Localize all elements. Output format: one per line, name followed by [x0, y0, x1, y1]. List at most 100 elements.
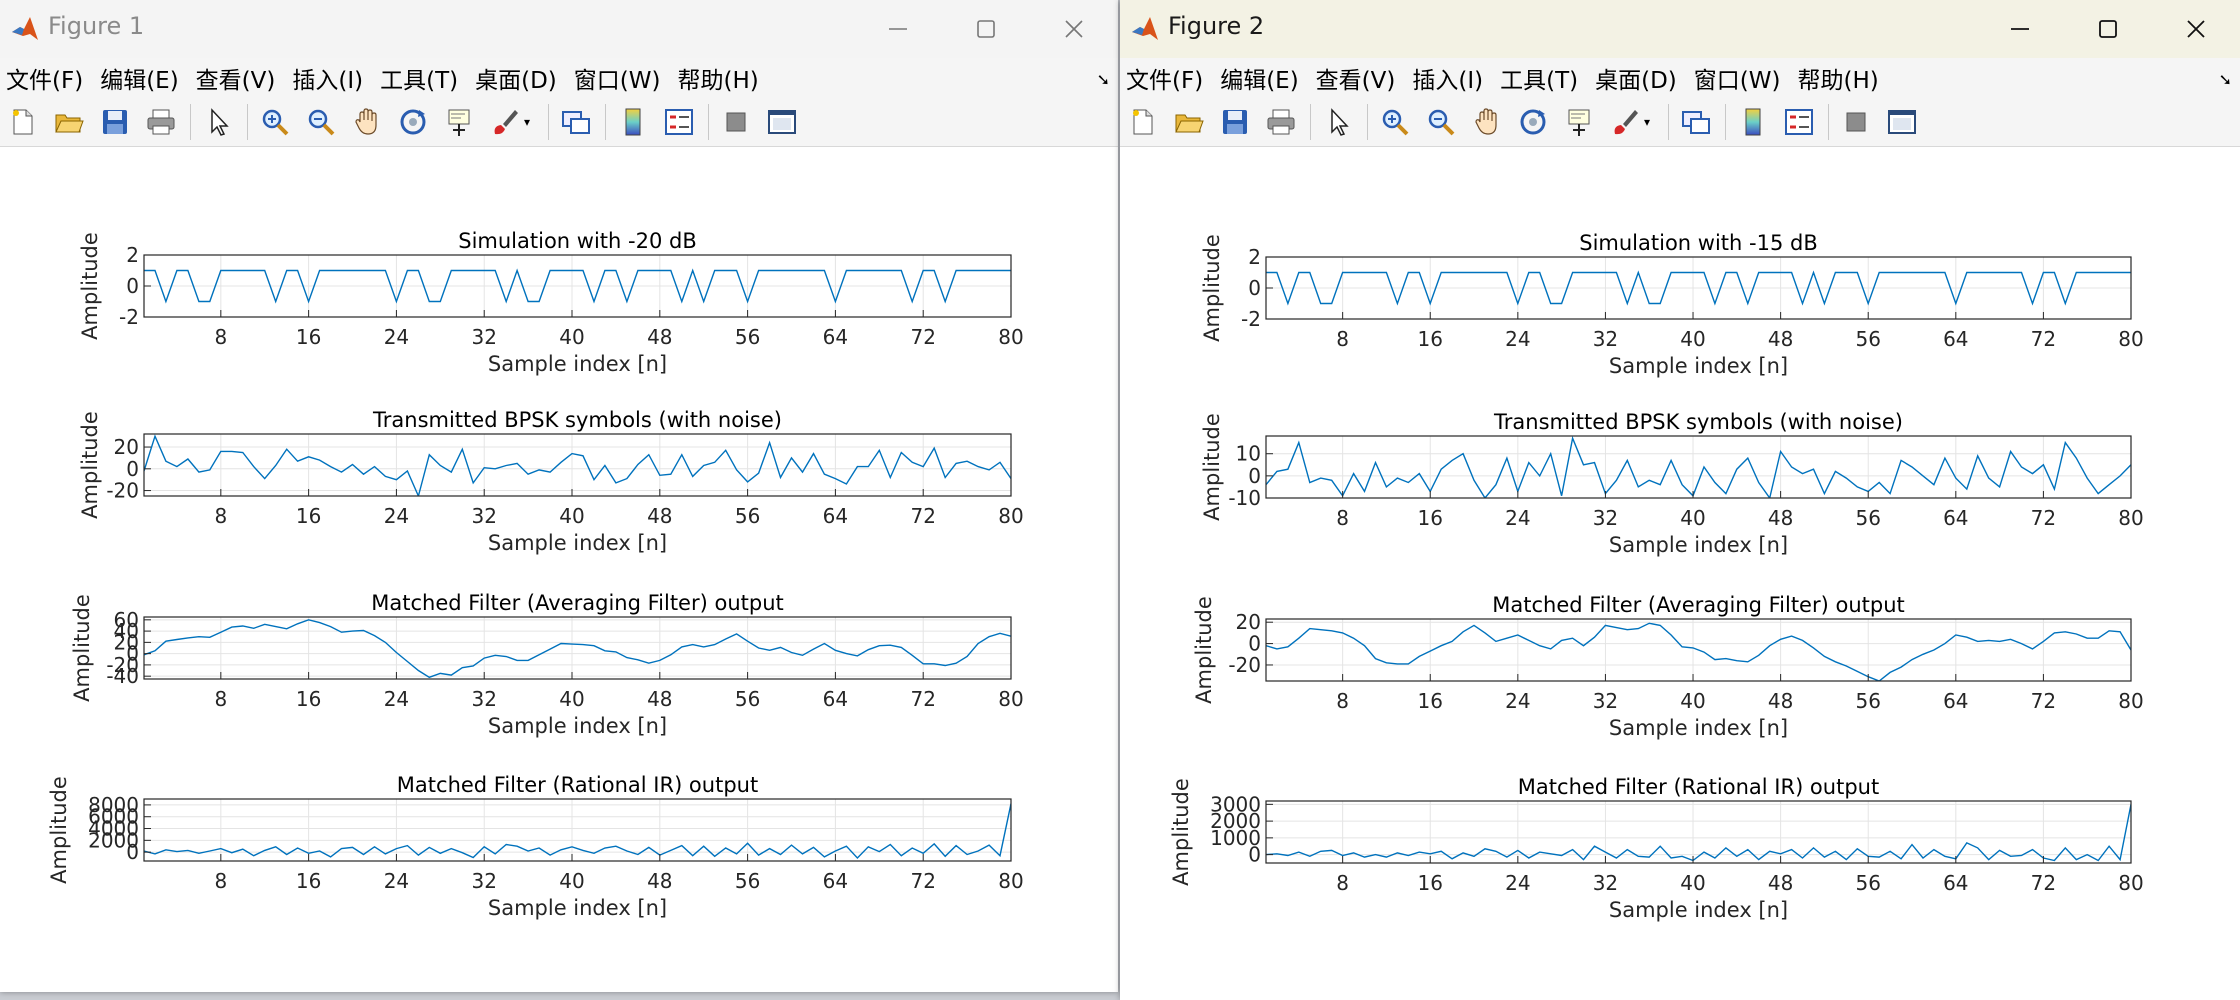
maximize-button[interactable]: [942, 0, 1030, 58]
x-tick-label: 16: [296, 687, 321, 711]
data-cursor-button[interactable]: [1560, 102, 1598, 142]
link-plot-button[interactable]: [1677, 102, 1715, 142]
rotate-3d-button[interactable]: [394, 102, 432, 142]
title-bar[interactable]: Figure 1: [0, 0, 1118, 58]
y-axis-label: Amplitude: [47, 776, 71, 884]
menu-item[interactable]: 窗口(W): [1693, 68, 1781, 94]
menu-item[interactable]: 查看(V): [195, 68, 276, 94]
x-tick-label: 80: [2118, 506, 2143, 530]
title-bar[interactable]: Figure 2: [1120, 0, 2240, 58]
x-tick-label: 80: [2118, 689, 2143, 713]
x-tick-label: 16: [1418, 327, 1443, 351]
y-tick-label: -20: [106, 653, 139, 677]
hide-plot-tools-icon: [1846, 112, 1866, 132]
axes-box: [143, 433, 1012, 497]
menu-item[interactable]: 编辑(E): [1220, 68, 1299, 94]
edit-plot-arrow-button[interactable]: [199, 102, 237, 142]
zoom-in-button[interactable]: [1376, 102, 1414, 142]
hide-plot-tools-button[interactable]: [717, 102, 755, 142]
new-figure-button[interactable]: [1124, 102, 1162, 142]
edit-plot-arrow-button[interactable]: [1319, 102, 1357, 142]
series-line: [144, 803, 1011, 860]
x-tick-label: 8: [1336, 327, 1349, 351]
open-file-button[interactable]: [50, 102, 88, 142]
data-cursor-button[interactable]: [440, 102, 478, 142]
zoom-out-button[interactable]: [302, 102, 340, 142]
close-button[interactable]: [1030, 0, 1118, 58]
axes-box: [1265, 435, 2132, 499]
show-plot-tools-button[interactable]: [1883, 102, 1921, 142]
y-axis-label: Amplitude: [78, 411, 102, 519]
x-tick-label: 80: [998, 325, 1023, 349]
menu-item[interactable]: 桌面(D): [475, 68, 557, 94]
x-tick-label: 16: [1418, 506, 1443, 530]
zoom-out-button[interactable]: [1422, 102, 1460, 142]
colorbar-button[interactable]: [1734, 102, 1772, 142]
menu-item[interactable]: 查看(V): [1315, 68, 1396, 94]
print-button[interactable]: [1262, 102, 1300, 142]
x-tick-label: 32: [1593, 506, 1618, 530]
menu-item[interactable]: 编辑(E): [100, 68, 179, 94]
zoom-in-button[interactable]: [256, 102, 294, 142]
brush-dropdown-arrow[interactable]: ▾: [524, 115, 531, 129]
colorbar-button[interactable]: [614, 102, 652, 142]
subplot-1[interactable]: 8 16 24 32 40 48 56 64 72 80 -2 0 2 Simulation with -…: [1200, 231, 2144, 378]
axes-box: [1265, 800, 2132, 864]
legend-button[interactable]: [1780, 102, 1818, 142]
x-tick-label: 64: [1943, 327, 1968, 351]
toolbar-dock-arrow-icon[interactable]: ➘: [2218, 70, 2232, 89]
x-axis-label: Sample index [n]: [488, 896, 667, 920]
menu-item[interactable]: 桌面(D): [1595, 68, 1677, 94]
x-tick-label: 24: [384, 325, 409, 349]
menu-item[interactable]: 帮助(H): [1797, 68, 1879, 94]
close-button[interactable]: [2152, 0, 2240, 58]
x-tick-label: 72: [2031, 689, 2056, 713]
subplot-3[interactable]: 8 16 24 32 40 48 56 64 72 80-40-200204060Matched …: [70, 591, 1024, 738]
menu-item[interactable]: 文件(F): [1126, 68, 1204, 94]
brush-button[interactable]: [486, 102, 524, 142]
minimize-button[interactable]: [854, 0, 942, 58]
x-tick-label: 72: [2031, 506, 2056, 530]
open-file-button[interactable]: [1170, 102, 1208, 142]
menu-item[interactable]: 工具(T): [380, 68, 459, 94]
menu-item[interactable]: 窗口(W): [573, 68, 661, 94]
menu-item[interactable]: 文件(F): [6, 68, 84, 94]
pan-hand-button[interactable]: [348, 102, 386, 142]
x-tick-label: 24: [384, 504, 409, 528]
save-button[interactable]: [1216, 102, 1254, 142]
hide-plot-tools-button[interactable]: [1837, 102, 1875, 142]
toolbar-separator: [1367, 104, 1368, 140]
y-tick-label: -40: [106, 664, 139, 688]
brush-dropdown-arrow[interactable]: ▾: [1644, 115, 1651, 129]
y-tick-label: -2: [119, 305, 139, 329]
zoom-in-icon: [1382, 109, 1409, 136]
brush-button[interactable]: [1606, 102, 1644, 142]
save-button[interactable]: [96, 102, 134, 142]
link-plot-button[interactable]: [557, 102, 595, 142]
minimize-button[interactable]: [1976, 0, 2064, 58]
maximize-button[interactable]: [2064, 0, 2152, 58]
series-line: [1266, 804, 2131, 862]
menu-item[interactable]: 工具(T): [1500, 68, 1579, 94]
pan-hand-button[interactable]: [1468, 102, 1506, 142]
subplot-title: Transmitted BPSK symbols (with noise): [372, 408, 782, 432]
subplot-1[interactable]: 8 16 24 32 40 48 56 64 72 80 -2 0 2 Simulation with -…: [78, 229, 1024, 376]
menu-item[interactable]: 插入(I): [292, 68, 364, 94]
show-plot-tools-button[interactable]: [763, 102, 801, 142]
menu-item[interactable]: 帮助(H): [677, 68, 759, 94]
menu-item[interactable]: 插入(I): [1412, 68, 1484, 94]
x-tick-label: 56: [1855, 689, 1880, 713]
x-tick-label: 32: [1593, 327, 1618, 351]
rotate-3d-button[interactable]: [1514, 102, 1552, 142]
new-figure-button[interactable]: [4, 102, 42, 142]
zoom-out-icon: [308, 109, 335, 136]
legend-button[interactable]: [660, 102, 698, 142]
print-button[interactable]: [142, 102, 180, 142]
toolbar-dock-arrow-icon[interactable]: ➘: [1096, 70, 1110, 89]
x-tick-label: 16: [296, 869, 321, 893]
